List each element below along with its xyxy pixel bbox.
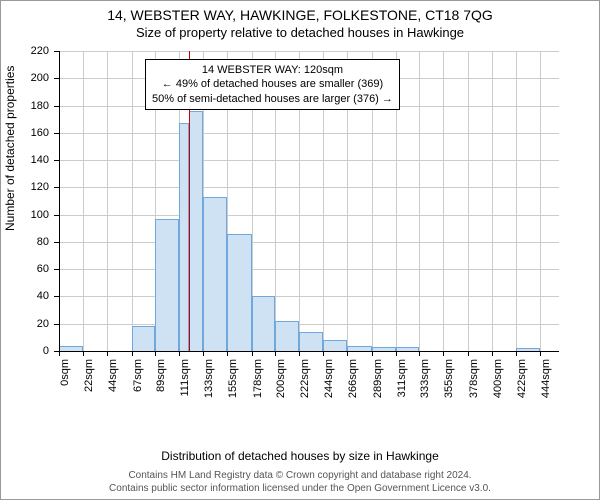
attribution-line2: Contains public sector information licen…	[1, 482, 599, 495]
y-tick-label: 60	[0, 263, 49, 275]
y-tick-label: 20	[0, 318, 49, 330]
x-tick-label: 89sqm	[155, 359, 167, 399]
histogram-bar	[323, 340, 347, 351]
y-tick-label: 200	[0, 72, 49, 84]
y-tick-label: 140	[0, 154, 49, 166]
y-tick-label: 160	[0, 127, 49, 139]
chart-container: 14, WEBSTER WAY, HAWKINGE, FOLKESTONE, C…	[0, 0, 600, 500]
grid-line	[59, 324, 559, 325]
grid-line	[59, 296, 559, 297]
histogram-bar	[189, 111, 203, 351]
histogram-bar	[252, 296, 276, 351]
x-tick-label: 266sqm	[347, 359, 359, 399]
x-tick-label: 22sqm	[83, 359, 95, 399]
y-tick-label: 80	[0, 236, 49, 248]
x-axis-label: Distribution of detached houses by size …	[1, 449, 599, 463]
x-tick-label: 155sqm	[227, 359, 239, 399]
grid-line	[59, 242, 559, 243]
grid-line	[59, 215, 559, 216]
x-tick-label: 222sqm	[299, 359, 311, 399]
grid-line	[59, 187, 559, 188]
chart-subtitle: Size of property relative to detached ho…	[1, 25, 599, 40]
x-tick-label: 333sqm	[419, 359, 431, 399]
grid-line	[59, 133, 559, 134]
x-tick-label: 355sqm	[443, 359, 455, 399]
x-tick-label: 378sqm	[468, 359, 480, 399]
annotation-box: 14 WEBSTER WAY: 120sqm← 49% of detached …	[145, 59, 400, 110]
plot-area: 0204060801001201401601802002200sqm22sqm4…	[59, 51, 579, 401]
histogram-bar	[227, 234, 252, 351]
grid-line	[540, 51, 541, 351]
x-axis-line	[59, 351, 559, 352]
histogram-bar	[275, 321, 299, 351]
x-tick-label: 200sqm	[275, 359, 287, 399]
annotation-line3: 50% of semi-detached houses are larger (…	[152, 92, 393, 106]
grid-line	[492, 51, 493, 351]
annotation-line2: ← 49% of detached houses are smaller (36…	[152, 77, 393, 91]
plot-inner: 0204060801001201401601802002200sqm22sqm4…	[59, 51, 579, 401]
x-tick-label: 422sqm	[516, 359, 528, 399]
x-tick-label: 0sqm	[59, 359, 71, 399]
x-tick-label: 444sqm	[540, 359, 552, 399]
histogram-bar	[203, 197, 227, 351]
histogram-bar	[132, 326, 156, 351]
chart-title: 14, WEBSTER WAY, HAWKINGE, FOLKESTONE, C…	[1, 7, 599, 23]
x-tick-label: 400sqm	[492, 359, 504, 399]
x-tick-label: 244sqm	[323, 359, 335, 399]
grid-line	[59, 269, 559, 270]
y-axis-label: Number of detached properties	[3, 66, 17, 231]
attribution: Contains HM Land Registry data © Crown c…	[1, 469, 599, 495]
x-tick-label: 67sqm	[132, 359, 144, 399]
grid-line	[59, 160, 559, 161]
attribution-line1: Contains HM Land Registry data © Crown c…	[1, 469, 599, 482]
grid-line	[107, 51, 108, 351]
annotation-line1: 14 WEBSTER WAY: 120sqm	[152, 63, 393, 77]
histogram-bar	[179, 123, 189, 351]
grid-line	[468, 51, 469, 351]
grid-line	[83, 51, 84, 351]
y-tick-label: 40	[0, 290, 49, 302]
x-tick-label: 44sqm	[107, 359, 119, 399]
x-tick-label: 311sqm	[396, 359, 408, 399]
histogram-bar	[155, 219, 179, 351]
x-tick-label: 289sqm	[372, 359, 384, 399]
x-tick-label: 133sqm	[203, 359, 215, 399]
grid-line	[132, 51, 133, 351]
histogram-bar	[299, 332, 323, 351]
y-axis-line	[59, 51, 60, 351]
grid-line	[516, 51, 517, 351]
y-tick-label: 180	[0, 100, 49, 112]
x-tick-label: 178sqm	[252, 359, 264, 399]
y-tick-label: 220	[0, 45, 49, 57]
grid-line	[443, 51, 444, 351]
x-tick-label: 111sqm	[179, 359, 191, 399]
y-tick-label: 100	[0, 209, 49, 221]
grid-line	[59, 51, 559, 52]
y-tick-label: 0	[0, 345, 49, 357]
grid-line	[419, 51, 420, 351]
y-tick-label: 120	[0, 181, 49, 193]
